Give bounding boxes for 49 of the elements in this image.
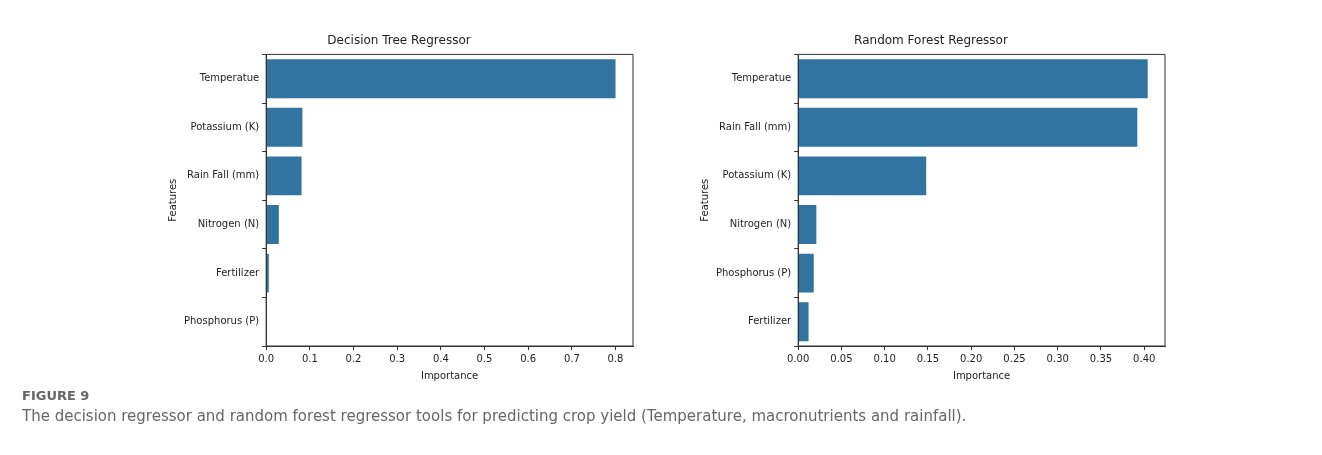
x-tick-label: 0.30 xyxy=(1046,352,1069,364)
y-tick-label: Phosphorus (P) xyxy=(184,315,260,327)
x-tick-label: 0.5 xyxy=(476,352,493,364)
bar xyxy=(266,253,269,293)
bar xyxy=(266,59,616,99)
caption: FIGURE 9 xyxy=(22,388,91,403)
x-tick-label: 0.6 xyxy=(520,352,537,364)
x-tick-label: 0.05 xyxy=(830,352,853,364)
x-tick-label: 0.1 xyxy=(301,352,318,364)
y-axis-title: Features xyxy=(698,178,710,222)
y-tick-label: Temperatue xyxy=(730,72,792,84)
y-axis-title: Features xyxy=(166,178,178,222)
y-tick-label: Phosphorus (P) xyxy=(716,266,792,278)
x-tick-label: 0.4 xyxy=(432,352,449,364)
x-tick-label: 0.00 xyxy=(787,352,810,364)
x-tick-label: 0.20 xyxy=(960,352,983,364)
bar xyxy=(798,302,809,342)
x-tick-label: 0.7 xyxy=(563,352,580,364)
bar xyxy=(266,107,303,147)
bar xyxy=(798,156,927,196)
chart-title: Decision Tree Regressor xyxy=(327,33,471,48)
text: The decision regressor and random forest regressor tools for predicting crop yield (Temperature, macronutrients and rainfall). xyxy=(22,407,968,425)
bar xyxy=(798,59,1148,99)
x-tick-label: 0.25 xyxy=(1003,352,1026,364)
chart-title: Random Forest Regressor xyxy=(854,33,1008,48)
x-tick-label: 0.8 xyxy=(607,352,624,364)
x-axis-title: Importance xyxy=(952,369,1011,381)
y-tick-label: Potassium (K) xyxy=(722,169,792,181)
y-tick-label: Rain Fall (mm) xyxy=(719,120,792,132)
bar xyxy=(266,205,279,244)
x-tick-label: 0.15 xyxy=(916,352,940,364)
y-tick-label: Nitrogen (N) xyxy=(197,218,260,230)
x-tick-label: 0.40 xyxy=(1133,352,1156,364)
bar xyxy=(266,156,302,196)
bar xyxy=(798,107,1138,147)
x-axis-title: Importance xyxy=(420,369,479,381)
x-tick-label: 0.3 xyxy=(389,352,406,364)
x-tick-label: 0.2 xyxy=(345,352,362,364)
x-tick-label: 0.10 xyxy=(873,352,896,364)
x-tick-label: 0.35 xyxy=(1089,352,1113,364)
x-tick-label: 0.0 xyxy=(258,352,275,364)
bar xyxy=(798,253,814,293)
y-tick-label: Potassium (K) xyxy=(190,120,260,132)
y-tick-label: Temperatue xyxy=(198,72,260,84)
y-tick-label: Fertilizer xyxy=(747,315,793,327)
bar xyxy=(798,205,817,244)
y-tick-label: Nitrogen (N) xyxy=(729,218,792,230)
y-tick-label: Fertilizer xyxy=(215,266,261,278)
y-tick-label: Rain Fall (mm) xyxy=(187,169,260,181)
